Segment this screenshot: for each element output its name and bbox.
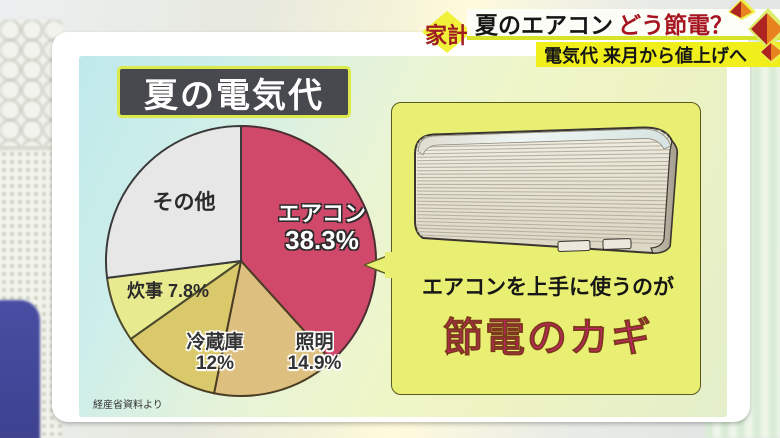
svg-text:家計: 家計 (425, 23, 469, 48)
